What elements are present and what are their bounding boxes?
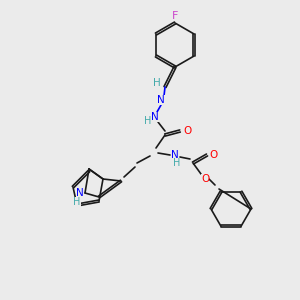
Text: N: N (151, 112, 159, 122)
Text: H: H (144, 116, 152, 126)
Text: N: N (171, 150, 179, 160)
Text: O: O (183, 126, 191, 136)
Text: O: O (201, 174, 209, 184)
Text: F: F (172, 11, 178, 21)
Text: H: H (73, 197, 81, 207)
Text: O: O (210, 150, 218, 160)
Text: N: N (157, 95, 165, 105)
Text: N: N (76, 188, 84, 198)
Text: H: H (153, 78, 161, 88)
Text: H: H (173, 158, 181, 168)
